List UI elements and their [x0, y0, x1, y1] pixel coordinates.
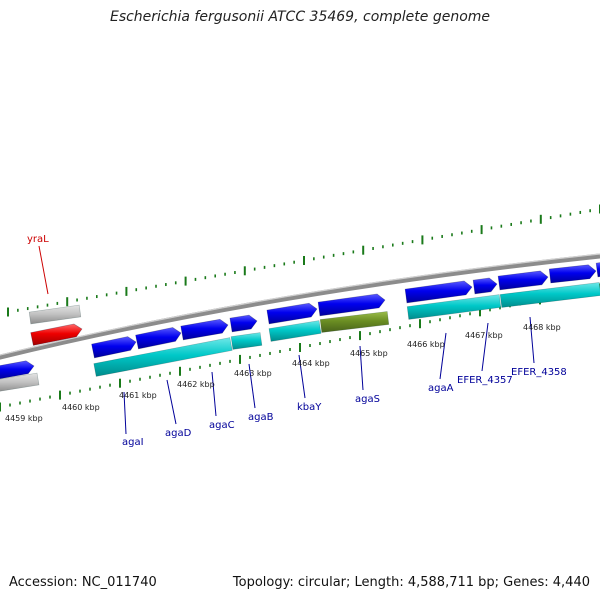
- kbp-label-4465: 4465 kbp: [350, 349, 388, 358]
- gene-label-kbay[interactable]: kbaY: [297, 402, 322, 413]
- gene-label-agab[interactable]: agaB: [248, 412, 274, 423]
- kbp-label-4460: 4460 kbp: [62, 403, 100, 412]
- kbp-label-4462: 4462 kbp: [177, 380, 215, 389]
- genome-backbone: [0, 253, 600, 360]
- gene-arrow: [595, 262, 600, 278]
- leader-kbaY: [298, 354, 306, 399]
- leader-agaB: [248, 363, 256, 409]
- kbp-label-4466: 4466 kbp: [407, 340, 445, 349]
- leader-efer4357: [481, 322, 489, 372]
- gene-arrow-kbaY: [266, 302, 318, 325]
- gene-arrow: [548, 264, 597, 284]
- gene-arrow-agaS: [317, 293, 386, 317]
- gene-label-agad[interactable]: agaD: [165, 428, 192, 439]
- gene-arrow-yraL: [30, 323, 83, 346]
- gene-label-agaa[interactable]: agaA: [428, 383, 454, 394]
- kbp-label-4464: 4464 kbp: [292, 359, 330, 368]
- kbp-label-4467: 4467 kbp: [465, 331, 503, 340]
- leader-agaS: [359, 345, 364, 391]
- kbp-label-4468: 4468 kbp: [523, 323, 561, 332]
- gene-arrow-agaB: [229, 314, 258, 333]
- cds-bar-agaI-agaD-agaC: [93, 337, 233, 377]
- accession-label: Accession: NC_011740: [9, 575, 157, 590]
- gene-label-efer4358[interactable]: EFER_4358: [511, 367, 567, 378]
- map-title: Escherichia fergusonii ATCC 35469, compl…: [109, 9, 491, 25]
- gene-label-efer4357[interactable]: EFER_4357: [457, 375, 513, 386]
- gene-arrow-agaD: [135, 327, 182, 350]
- gene-label-agai[interactable]: agaI: [122, 437, 144, 448]
- cds-bar-agaB: [230, 332, 263, 350]
- gene-labels: yraL agaI agaD agaC agaB kbaY agaS agaA …: [27, 234, 567, 448]
- gene-label-yral[interactable]: yraL: [27, 234, 49, 245]
- gene-arrow-agaA: [404, 280, 473, 304]
- cds-bar-efer4358: [499, 282, 600, 308]
- gene-label-agac[interactable]: agaC: [209, 420, 235, 431]
- leader-yraL: [38, 245, 49, 295]
- outer-tick-ring: [7, 204, 600, 317]
- leader-agaA: [439, 332, 447, 380]
- gene-arrow-efer4358: [497, 270, 549, 291]
- cds-bar-agaA-efer4357: [406, 294, 502, 320]
- gene-arrow-agaC: [180, 318, 229, 341]
- leader-agaD: [166, 379, 177, 425]
- gene-label-agas[interactable]: agaS: [355, 394, 380, 405]
- gene-features: [0, 262, 600, 392]
- leader-agaI: [123, 391, 127, 435]
- leader-agaC: [211, 371, 217, 417]
- topology-summary: Topology: circular; Length: 4,588,711 bp…: [232, 575, 590, 590]
- label-leader-lines: [38, 245, 535, 435]
- gene-arrow: [0, 360, 35, 380]
- cds-bar-kbaY: [268, 320, 322, 342]
- kbp-label-4463: 4463 kbp: [234, 369, 272, 378]
- gene-arrow-efer4357: [472, 277, 498, 295]
- cds-bar-agaS: [319, 311, 390, 333]
- gene-arrow-agaI: [91, 336, 137, 359]
- kbp-label-4461: 4461 kbp: [119, 391, 157, 400]
- kbp-scale: 4459 kbp 4460 kbp 4461 kbp 4462 kbp 4463…: [5, 323, 561, 423]
- kbp-label-4459: 4459 kbp: [5, 414, 43, 423]
- pseudo-bar-yraL: [28, 304, 82, 325]
- pseudo-bar: [0, 372, 40, 392]
- leader-efer4358: [529, 316, 535, 364]
